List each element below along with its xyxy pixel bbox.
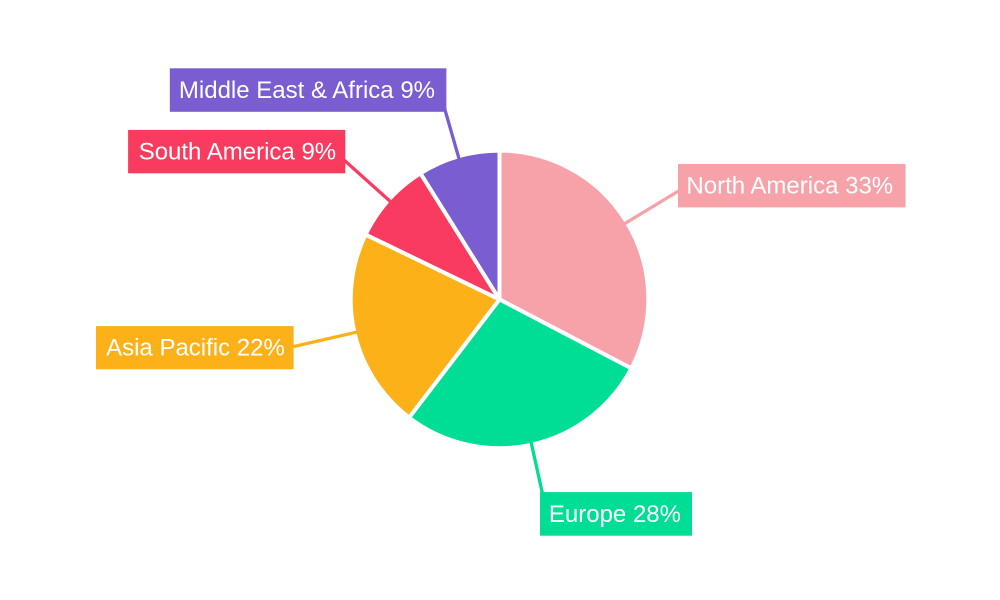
svg-text:Middle East & Africa 9%: Middle East & Africa 9% [179,77,435,104]
svg-text:South America 9%: South America 9% [139,138,336,165]
svg-text:Asia Pacific 22%: Asia Pacific 22% [106,335,285,362]
svg-text:Europe 28%: Europe 28% [549,501,681,528]
svg-text:North America 33%: North America 33% [686,173,893,200]
